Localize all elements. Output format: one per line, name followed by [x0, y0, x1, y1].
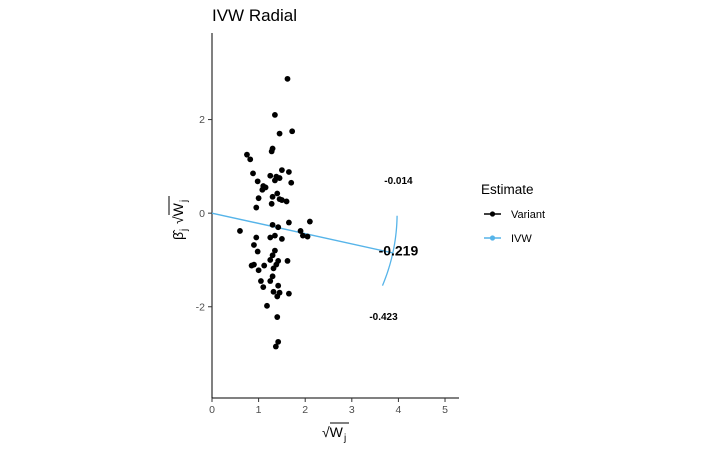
variant-point: [276, 130, 283, 137]
variant-point: [269, 193, 276, 200]
variant-point: [270, 288, 277, 295]
variant-point: [267, 257, 274, 263]
estimate-annotation: -0.014: [384, 176, 413, 187]
variant-point: [261, 262, 268, 269]
estimate-annotations: -0.014 -0.219 -0.423: [369, 176, 418, 323]
y-tick-label: -2: [196, 301, 205, 313]
chart-title: IVW Radial: [212, 6, 297, 25]
variant-point: [258, 278, 264, 284]
x-tick-label: 5: [442, 404, 448, 416]
variant-point: [306, 218, 313, 225]
y-axis-ticks: -2 0 2: [196, 114, 212, 313]
ivw-radial-arc: [381, 215, 398, 286]
variant-point: [272, 247, 278, 254]
variant-point: [244, 151, 250, 158]
variant-point: [248, 262, 255, 269]
variant-point: [274, 293, 281, 300]
legend-item-ivw: IVW: [484, 233, 532, 245]
x-tick-label: 3: [349, 404, 355, 416]
variant-point: [237, 228, 243, 234]
variant-point: [279, 167, 285, 174]
variant-point: [276, 175, 283, 181]
legend-label-variant: Variant: [511, 209, 545, 221]
variant-point: [274, 190, 281, 197]
variant-point: [264, 302, 270, 309]
variant-point: [285, 169, 292, 175]
variant-point: [288, 179, 295, 186]
variant-point: [251, 242, 257, 248]
variant-point: [268, 200, 275, 207]
variant-point: [272, 177, 278, 184]
variant-point: [267, 278, 274, 284]
variant-point: [272, 343, 279, 350]
legend-label-ivw: IVW: [511, 233, 532, 245]
variant-point: [254, 178, 261, 185]
x-axis-title-text: √W: [322, 424, 344, 440]
variant-point: [275, 224, 282, 231]
variant-point: [255, 267, 262, 274]
x-tick-label: 1: [256, 404, 262, 416]
svg-text:j: j: [179, 229, 190, 232]
legend-title: Estimate: [481, 182, 534, 197]
y-tick-label: 2: [199, 114, 205, 126]
y-tick-label: 0: [199, 208, 205, 220]
legend-key-variant-dot: [489, 211, 496, 217]
variant-point: [255, 195, 262, 202]
variant-point: [269, 221, 276, 228]
variant-point: [268, 148, 275, 155]
variant-point: [254, 248, 261, 255]
svg-text:j: j: [179, 200, 190, 203]
variant-point: [284, 257, 291, 264]
variant-point: [274, 314, 281, 320]
x-axis-title: √W j: [322, 422, 349, 444]
svg-text:j: j: [343, 433, 346, 444]
estimate-annotation: -0.423: [369, 312, 398, 323]
variant-point: [275, 338, 282, 345]
variant-point: [272, 111, 278, 118]
variant-point: [283, 198, 290, 205]
variant-point: [279, 197, 285, 203]
variant-point: [269, 273, 276, 280]
variant-point: [270, 265, 277, 272]
estimate-annotation: -0.219: [379, 242, 419, 258]
variant-point: [253, 234, 260, 241]
x-tick-label: 2: [302, 404, 308, 416]
variant-point: [253, 204, 260, 211]
variant-point: [247, 156, 254, 163]
variant-point: [279, 235, 285, 242]
variant-point: [259, 186, 266, 193]
variant-point: [275, 282, 282, 289]
legend-key-ivw-dot: [489, 235, 496, 241]
variant-point: [289, 128, 296, 135]
y-axis-title: β̂ j √W j: [168, 196, 190, 240]
x-tick-label: 4: [395, 404, 401, 416]
variant-points: [237, 75, 313, 350]
variant-point: [299, 232, 306, 239]
variant-point: [272, 232, 278, 239]
variant-point: [260, 284, 267, 290]
ivw-series: [211, 212, 398, 286]
legend-item-variant: Variant: [484, 209, 545, 221]
x-tick-label: 0: [209, 404, 215, 416]
variant-point: [284, 75, 291, 82]
y-axis-title-text: β̂: [170, 229, 186, 240]
variant-point: [267, 172, 274, 179]
variant-point: [250, 170, 256, 177]
variant-point: [267, 234, 274, 241]
variant-point: [304, 233, 311, 240]
x-axis-ticks: 0 1 2 3 4 5: [209, 398, 448, 416]
variant-point: [297, 228, 304, 234]
legend: Estimate Variant IVW: [481, 182, 545, 245]
variant-point: [269, 252, 276, 259]
variant-point: [285, 219, 292, 226]
variant-point: [285, 290, 292, 297]
svg-text:√W: √W: [170, 202, 186, 224]
